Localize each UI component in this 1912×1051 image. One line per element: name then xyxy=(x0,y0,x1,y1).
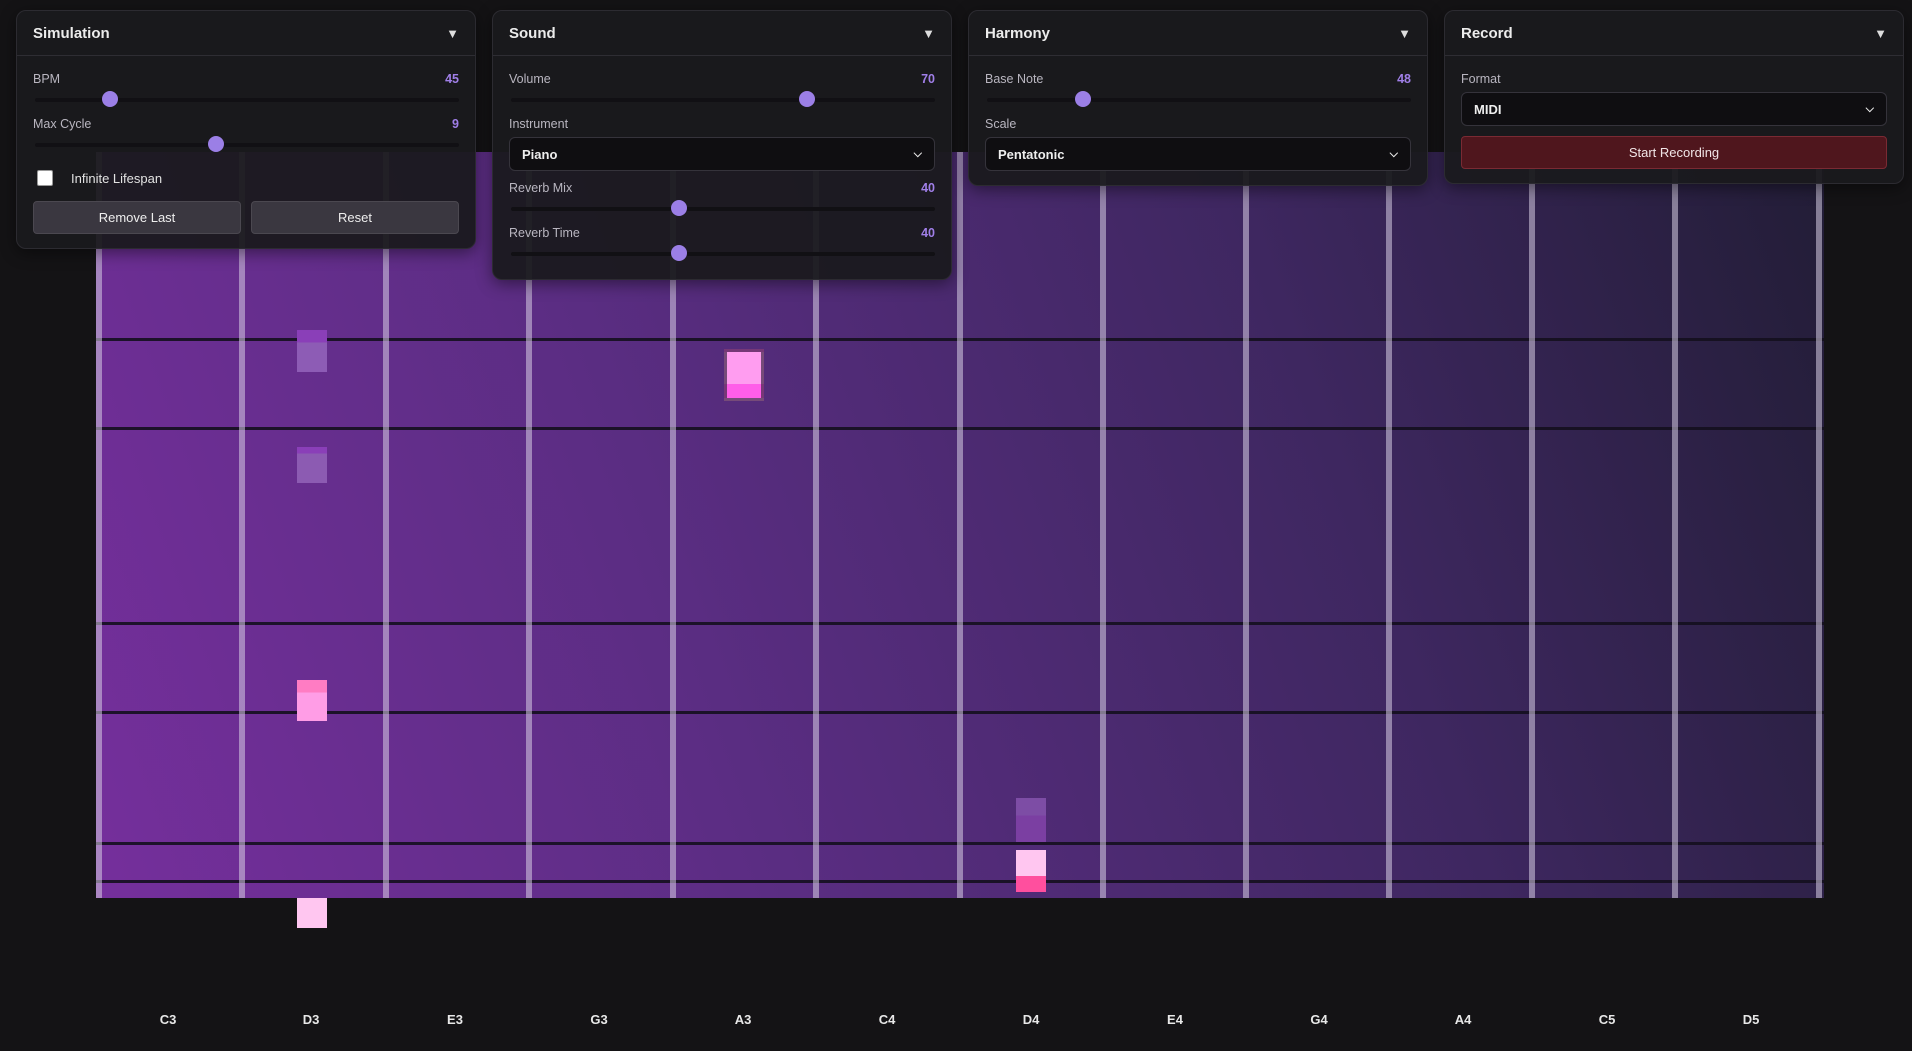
lane-label: A4 xyxy=(1454,1012,1472,1027)
slider-track xyxy=(511,98,935,102)
lane-divider xyxy=(383,152,389,898)
triangle-down-icon[interactable]: ▼ xyxy=(922,25,935,41)
lane-divider xyxy=(813,152,819,898)
note-block[interactable] xyxy=(297,330,327,372)
volume-slider[interactable] xyxy=(509,88,935,111)
note-block-active[interactable] xyxy=(724,349,764,401)
panel-title: Sound xyxy=(509,24,556,42)
lane-divider xyxy=(1243,152,1249,898)
slider-thumb[interactable] xyxy=(101,91,118,107)
note-block[interactable] xyxy=(297,898,327,928)
chevron-down-icon: ⌵ xyxy=(1389,147,1398,160)
lane-label: C3 xyxy=(159,1012,177,1027)
instrument-select[interactable]: Piano ⌵ xyxy=(509,137,935,171)
panel-title: Record xyxy=(1461,24,1513,42)
reset-button[interactable]: Reset xyxy=(251,201,459,234)
max-cycle-label: Max Cycle xyxy=(33,117,92,131)
slider-track xyxy=(35,143,459,147)
volume-value: 70 xyxy=(921,72,935,86)
infinite-lifespan-checkbox[interactable] xyxy=(37,170,53,186)
triangle-down-icon[interactable]: ▼ xyxy=(1874,25,1887,41)
lane-divider xyxy=(1529,152,1535,898)
lane-label: C5 xyxy=(1598,1012,1616,1027)
lane-label: D3 xyxy=(302,1012,320,1027)
lane-label: A3 xyxy=(734,1012,752,1027)
note-block[interactable] xyxy=(1016,850,1046,892)
slider-track xyxy=(35,98,459,102)
instrument-selected: Piano xyxy=(522,146,558,162)
chevron-down-icon: ⌵ xyxy=(1865,102,1874,115)
lane-divider xyxy=(526,152,532,898)
format-label: Format xyxy=(1461,72,1501,86)
remove-last-button[interactable]: Remove Last xyxy=(33,201,241,234)
infinite-lifespan-label: Infinite Lifespan xyxy=(71,170,163,186)
slider-thumb[interactable] xyxy=(671,200,688,216)
triangle-down-icon[interactable]: ▼ xyxy=(446,25,459,41)
lane-label: E3 xyxy=(447,1012,463,1027)
lane-label: G4 xyxy=(1310,1012,1328,1027)
slider-thumb[interactable] xyxy=(208,136,225,152)
lane-divider xyxy=(957,152,963,898)
slider-track xyxy=(511,252,935,256)
panel-title: Simulation xyxy=(33,24,110,42)
lane-label: G3 xyxy=(590,1012,608,1027)
reverb-mix-label: Reverb Mix xyxy=(509,181,573,195)
record-panel: Record ▼ Format MIDI ⌵ Start Recording xyxy=(1444,10,1904,184)
bpm-label: BPM xyxy=(33,72,61,86)
simulation-panel-header[interactable]: Simulation ▼ xyxy=(17,11,475,56)
start-recording-button[interactable]: Start Recording xyxy=(1461,136,1887,169)
reverb-time-slider[interactable] xyxy=(509,242,935,265)
reverb-time-value: 40 xyxy=(921,226,935,240)
harmony-panel: Harmony ▼ Base Note 48 Scale Pentatonic … xyxy=(968,10,1428,186)
sound-panel-header[interactable]: Sound ▼ xyxy=(493,11,951,56)
sound-panel: Sound ▼ Volume 70 Instrument Piano ⌵ Rev… xyxy=(492,10,952,280)
lane-divider xyxy=(1386,152,1392,898)
lane-divider xyxy=(1672,152,1678,898)
record-panel-header[interactable]: Record ▼ xyxy=(1445,11,1903,56)
slider-track xyxy=(987,98,1411,102)
slider-thumb[interactable] xyxy=(1074,91,1091,107)
panel-title: Harmony xyxy=(985,24,1051,42)
lane-divider xyxy=(670,152,676,898)
lane-divider xyxy=(96,152,102,898)
scale-select[interactable]: Pentatonic ⌵ xyxy=(985,137,1411,171)
bpm-value: 45 xyxy=(445,72,459,86)
lane-divider xyxy=(1816,152,1822,898)
simulation-panel: Simulation ▼ BPM 45 Max Cycle 9 Infinite… xyxy=(16,10,476,249)
reverb-time-label: Reverb Time xyxy=(509,226,580,240)
instrument-label: Instrument xyxy=(509,117,569,131)
format-selected: MIDI xyxy=(1474,101,1502,117)
lane-label: D5 xyxy=(1742,1012,1760,1027)
slider-track xyxy=(511,207,935,211)
base-note-label: Base Note xyxy=(985,72,1044,86)
note-block[interactable] xyxy=(297,680,327,721)
sequencer-grid[interactable] xyxy=(96,152,1824,898)
lane-divider xyxy=(239,152,245,898)
max-cycle-value: 9 xyxy=(452,117,459,131)
chevron-down-icon: ⌵ xyxy=(913,147,922,160)
max-cycle-slider[interactable] xyxy=(33,133,459,156)
lane-divider xyxy=(1100,152,1106,898)
slider-thumb[interactable] xyxy=(671,245,688,261)
lane-label: D4 xyxy=(1022,1012,1040,1027)
lane-label: C4 xyxy=(878,1012,896,1027)
harmony-panel-header[interactable]: Harmony ▼ xyxy=(969,11,1427,56)
reverb-mix-slider[interactable] xyxy=(509,197,935,220)
base-note-value: 48 xyxy=(1397,72,1411,86)
bpm-slider[interactable] xyxy=(33,88,459,111)
reverb-mix-value: 40 xyxy=(921,181,935,195)
slider-thumb[interactable] xyxy=(799,91,816,107)
triangle-down-icon[interactable]: ▼ xyxy=(1398,25,1411,41)
volume-label: Volume xyxy=(509,72,551,86)
scale-label: Scale xyxy=(985,117,1017,131)
format-select[interactable]: MIDI ⌵ xyxy=(1461,92,1887,126)
note-block[interactable] xyxy=(297,447,327,483)
base-note-slider[interactable] xyxy=(985,88,1411,111)
lane-label: E4 xyxy=(1167,1012,1183,1027)
scale-selected: Pentatonic xyxy=(998,146,1065,162)
note-block[interactable] xyxy=(1016,798,1046,842)
